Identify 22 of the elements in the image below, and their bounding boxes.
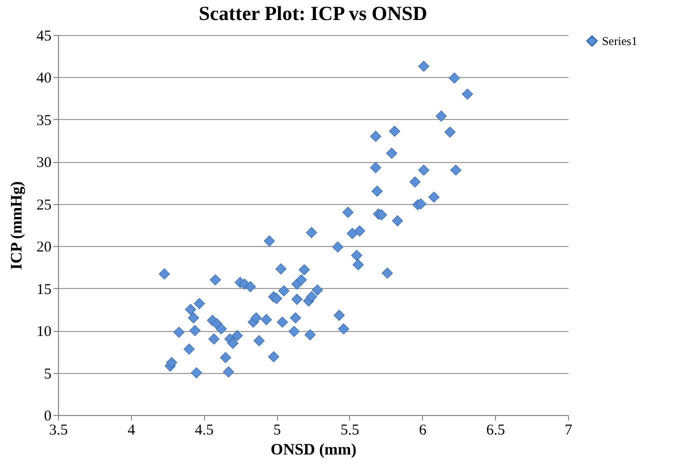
x-tick-label: 3.5 [49,422,68,438]
x-tick-label: 5.5 [340,422,360,438]
x-tick-label: 7 [564,422,573,438]
y-tick-label: 0 [44,408,52,424]
y-tick-label: 35 [36,112,52,129]
x-tick-label: 6.5 [486,422,506,438]
y-tick-label: 40 [36,70,52,87]
y-tick-label: 5 [44,366,52,382]
y-tick-label: 30 [36,155,52,172]
y-tick-label: 25 [36,197,52,214]
y-tick-label: 10 [36,324,52,340]
x-tick-label: 4 [128,422,136,438]
legend-label: Series1 [602,34,638,48]
x-tick-label: 5 [273,422,281,438]
y-tick-label: 45 [36,28,52,44]
chart-title: Scatter Plot: ICP vs ONSD [198,3,428,25]
y-tick-label: 15 [36,282,52,298]
y-tick-label: 20 [36,240,52,256]
x-axis-title: ONSD (mm) [270,442,356,458]
y-axis-title: ICP (mmHg) [8,181,26,270]
x-tick-label: 6 [419,422,428,438]
x-tick-label: 4.5 [194,422,214,438]
